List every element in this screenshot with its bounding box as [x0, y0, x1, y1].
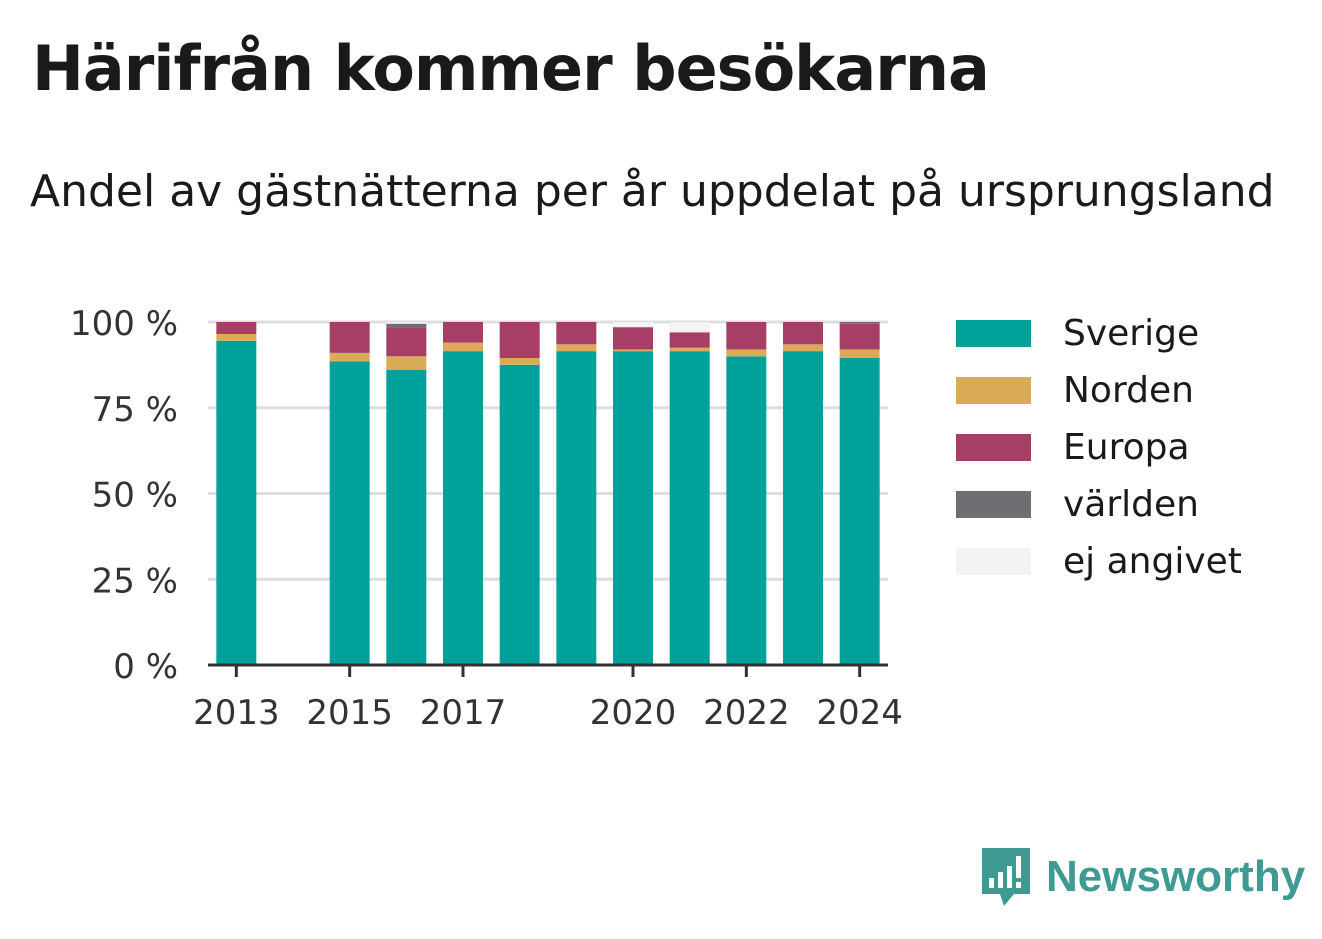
legend-label: ej angivet [1063, 541, 1242, 582]
legend-swatch [956, 548, 1031, 575]
bar-segment [443, 322, 483, 343]
bar-segment [329, 322, 370, 353]
legend: Sverige Norden Europa världen ej angivet [956, 305, 1242, 590]
bar-segment [783, 351, 823, 665]
x-tick-label: 2013 [193, 693, 280, 733]
bar-segment [386, 323, 427, 328]
bar-segment [783, 322, 823, 345]
brand-logo: Newsworthy [980, 846, 1305, 908]
legend-item: Norden [956, 362, 1242, 419]
brand-name: Newsworthy [1046, 852, 1306, 901]
legend-item: Sverige [956, 305, 1242, 362]
bar-segment [386, 327, 427, 357]
legend-label: Europa [1063, 427, 1190, 468]
bar-segment [613, 351, 653, 665]
y-tick-label: 100 % [70, 304, 178, 344]
bar-segment [499, 322, 540, 359]
bar-segment [329, 361, 370, 665]
bar-segment [726, 356, 767, 665]
bar-segment [783, 344, 823, 352]
bar-segment [216, 340, 257, 665]
bar-segment [669, 347, 710, 352]
y-tick-label: 0 % [113, 647, 178, 687]
bar-segment [386, 356, 427, 371]
x-tick-label: 2017 [420, 693, 507, 733]
legend-swatch [956, 434, 1031, 461]
legend-label: världen [1063, 484, 1199, 525]
bar-segment [556, 351, 597, 665]
bar-segment [556, 344, 597, 352]
bar-segment [329, 352, 370, 362]
bar-segment [613, 349, 653, 352]
legend-label: Norden [1063, 370, 1194, 411]
bar-segment [613, 327, 653, 350]
bar-segment [839, 349, 880, 359]
bar-segment [839, 323, 880, 350]
x-tick-label: 2024 [816, 693, 903, 733]
chart-title: Härifrån kommer besökarna [32, 32, 990, 105]
x-tick-label: 2022 [703, 693, 790, 733]
bar-segment [556, 322, 597, 345]
x-tick-label: 2020 [590, 693, 677, 733]
legend-item: Europa [956, 419, 1242, 476]
y-tick-label: 75 % [92, 390, 178, 430]
bar-segment [216, 322, 257, 335]
x-tick-label: 2015 [306, 693, 393, 733]
newsworthy-logo-icon [982, 848, 1030, 906]
bar-segment [216, 334, 257, 341]
bar-segment [443, 342, 483, 352]
bar-segment [386, 322, 427, 324]
legend-item: världen [956, 476, 1242, 533]
bar-segment [669, 322, 710, 333]
y-tick-label: 50 % [92, 476, 178, 516]
legend-item: ej angivet [956, 533, 1242, 590]
bar-segment [669, 332, 710, 348]
bar-segment [386, 370, 427, 665]
bar-segment [839, 358, 880, 665]
bar-segment [839, 322, 880, 324]
legend-swatch [956, 377, 1031, 404]
bar-segment [499, 364, 540, 665]
bar-segment [726, 349, 767, 357]
legend-label: Sverige [1063, 313, 1200, 354]
bar-segment [613, 322, 653, 328]
chart-subtitle: Andel av gästnätterna per år uppdelat på… [30, 166, 1275, 217]
y-tick-label: 25 % [92, 561, 178, 601]
legend-swatch [956, 491, 1031, 518]
legend-swatch [956, 320, 1031, 347]
bar-segment [443, 351, 483, 665]
bar-segment [499, 358, 540, 365]
bar-segment [726, 322, 767, 350]
bar-segment [669, 351, 710, 665]
